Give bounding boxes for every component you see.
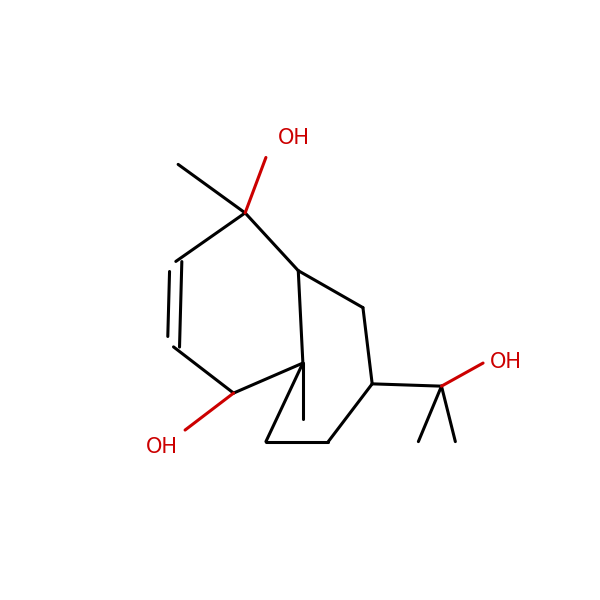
- Text: OH: OH: [277, 128, 310, 148]
- Text: OH: OH: [146, 437, 178, 457]
- Text: OH: OH: [490, 352, 522, 372]
